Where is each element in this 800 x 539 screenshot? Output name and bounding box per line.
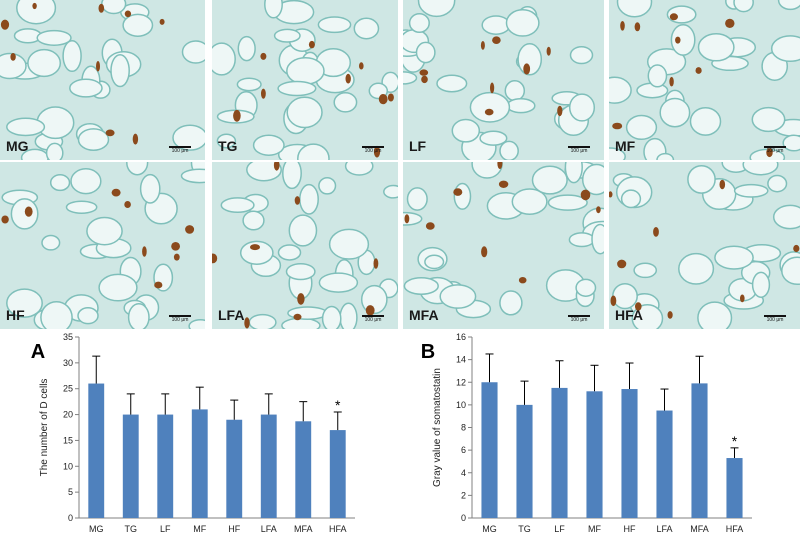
- y-tick-label: 15: [63, 435, 73, 445]
- bar-lf: [551, 387, 568, 518]
- x-tick-label: HFA: [726, 524, 744, 534]
- y-tick-label: 4: [461, 468, 466, 478]
- y-tick-label: 0: [461, 513, 466, 523]
- bar-hf: [226, 419, 243, 518]
- bar-hfa: [726, 458, 743, 518]
- y-tick-label: 25: [63, 384, 73, 394]
- panel-letter: A: [31, 341, 45, 363]
- bar-lfa: [656, 410, 673, 518]
- scale-bar: 100 μm: [568, 146, 590, 154]
- tissue-image: [212, 0, 398, 160]
- scale-bar-label: 100 μm: [171, 148, 189, 154]
- scale-bar-label: 100 μm: [364, 317, 382, 323]
- tissue-image: [609, 0, 800, 160]
- tissue-image: [0, 0, 205, 160]
- micrograph-mg: MG 100 μm: [0, 0, 205, 160]
- bar-mf: [586, 391, 603, 518]
- micrograph-hfa: HFA 100 μm: [609, 162, 800, 329]
- scale-bar: 100 μm: [568, 315, 590, 323]
- tissue-image: [403, 162, 604, 329]
- x-tick-label: TG: [125, 524, 138, 534]
- bar-hfa: [329, 430, 346, 518]
- y-tick-label: 2: [461, 490, 466, 500]
- x-tick-label: LFA: [656, 524, 672, 534]
- micrograph-label: MF: [615, 138, 636, 154]
- tissue-image: [0, 162, 205, 329]
- bar-tg: [122, 414, 139, 518]
- micrograph-tg: TG 100 μm: [212, 0, 398, 160]
- tissue-image: [609, 162, 800, 329]
- scale-bar: 100 μm: [169, 315, 191, 323]
- micrograph-label: MFA: [409, 307, 439, 323]
- x-tick-label: HFA: [329, 524, 347, 534]
- y-tick-label: 0: [68, 513, 73, 523]
- x-tick-label: HF: [228, 524, 240, 534]
- x-tick-label: MF: [588, 524, 601, 534]
- x-tick-label: MFA: [690, 524, 709, 534]
- scale-bar-label: 100 μm: [570, 317, 588, 323]
- x-tick-label: MFA: [294, 524, 313, 534]
- scale-bar-label: 100 μm: [766, 148, 784, 154]
- scale-bar: 100 μm: [362, 146, 384, 154]
- bar-tg: [516, 404, 533, 518]
- x-tick-label: LF: [160, 524, 171, 534]
- micrograph-mfa: MFA 100 μm: [403, 162, 604, 329]
- y-tick-label: 6: [461, 445, 466, 455]
- scale-bar: 100 μm: [169, 146, 191, 154]
- scale-bar-label: 100 μm: [766, 317, 784, 323]
- micrograph-label: TG: [218, 138, 238, 154]
- x-tick-label: TG: [518, 524, 531, 534]
- scale-bar: 100 μm: [764, 146, 786, 154]
- micrograph-label: HFA: [615, 307, 643, 323]
- bar-lfa: [260, 414, 277, 518]
- tissue-image: [403, 0, 604, 160]
- scale-bar-label: 100 μm: [570, 148, 588, 154]
- x-tick-label: LFA: [261, 524, 277, 534]
- bar-mg: [481, 382, 498, 518]
- bar-mfa: [691, 383, 708, 518]
- y-tick-label: 5: [68, 487, 73, 497]
- micrograph-label: LFA: [218, 307, 245, 323]
- scale-bar: 100 μm: [764, 315, 786, 323]
- micrograph-lf: LF 100 μm: [403, 0, 604, 160]
- x-tick-label: MF: [193, 524, 206, 534]
- scale-bar-label: 100 μm: [364, 148, 382, 154]
- x-tick-label: MG: [89, 524, 104, 534]
- x-tick-label: HF: [624, 524, 636, 534]
- y-tick-label: 16: [456, 332, 466, 342]
- x-tick-label: LF: [554, 524, 565, 534]
- bar-hf: [621, 389, 638, 518]
- y-tick-label: 8: [461, 423, 466, 433]
- bar-mf: [191, 409, 208, 518]
- y-tick-label: 14: [456, 355, 466, 365]
- micrograph-label: HF: [6, 307, 25, 323]
- panel-letter: B: [421, 341, 435, 363]
- scale-bar-label: 100 μm: [171, 317, 189, 323]
- bar-mfa: [295, 421, 312, 518]
- micrograph-hf: HF 100 μm: [0, 162, 205, 329]
- micrograph-mf: MF 100 μm: [609, 0, 800, 160]
- micrograph-label: LF: [409, 138, 427, 154]
- tissue-image: [212, 162, 398, 329]
- x-tick-label: MG: [482, 524, 497, 534]
- y-tick-label: 30: [63, 358, 73, 368]
- micrograph-lfa: LFA 100 μm: [212, 162, 398, 329]
- y-tick-label: 20: [63, 410, 73, 420]
- micrograph-label: MG: [6, 138, 29, 154]
- bar-lf: [157, 414, 174, 518]
- y-tick-label: 10: [63, 461, 73, 471]
- chart-a: A 0 5 10 15 20 25 30 35 The number of D cells MG TG…: [31, 332, 355, 534]
- chart-b: B 0 2 4 6 8 10 12 14 16 Gray value of somatostatin…: [421, 332, 752, 534]
- y-tick-label: 35: [63, 332, 73, 342]
- y-axis-label: The number of D cells: [39, 379, 50, 477]
- significance-marker: *: [335, 397, 341, 413]
- scale-bar: 100 μm: [362, 315, 384, 323]
- significance-marker: *: [732, 433, 738, 449]
- y-tick-label: 10: [456, 400, 466, 410]
- y-tick-label: 12: [456, 377, 466, 387]
- bar-mg: [88, 383, 105, 518]
- y-axis-label: Gray value of somatostatin: [432, 368, 443, 487]
- micrograph-panel: MG 100 μm TG 100 μm LF 100 μm MF 100 μm HF 100 μm…: [0, 0, 800, 329]
